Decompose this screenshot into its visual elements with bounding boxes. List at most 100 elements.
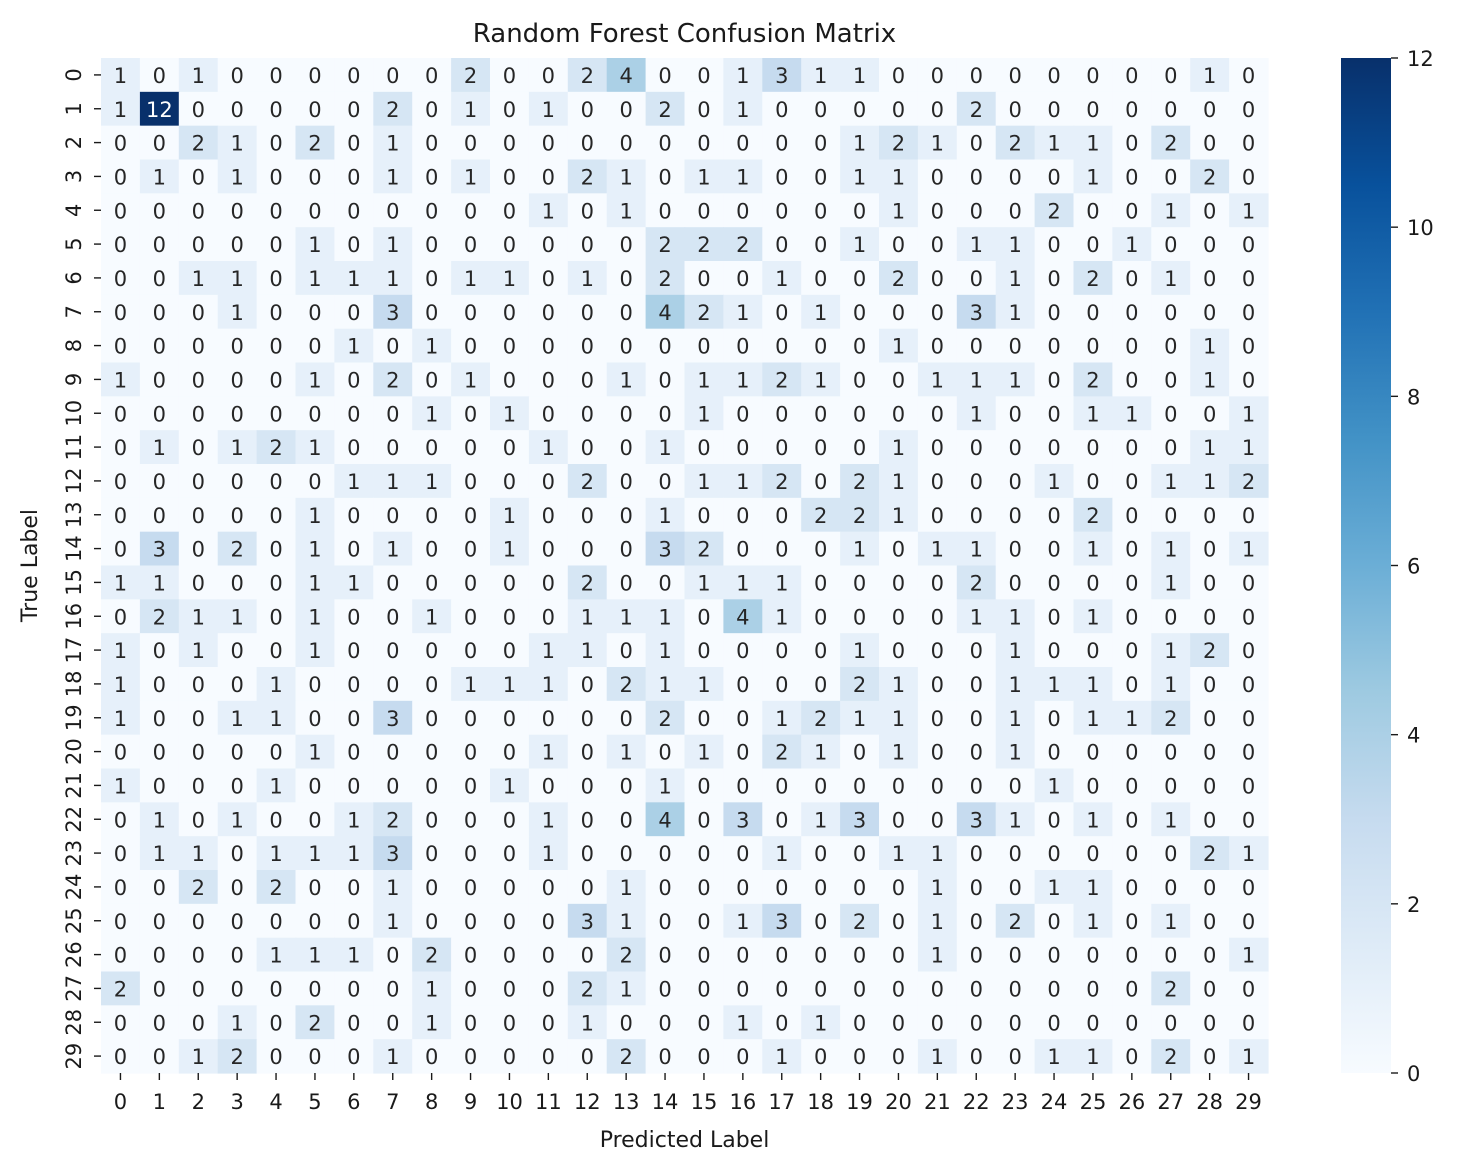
cell-value-label: 1 [1086, 808, 1099, 832]
cell-value-label: 1 [697, 165, 710, 189]
cell-value-label: 0 [853, 842, 866, 866]
cell-value-label: 0 [1125, 335, 1138, 359]
cell-value-label: 1 [736, 571, 749, 595]
heatmap-cell [178, 261, 219, 296]
heatmap-cell [840, 193, 880, 228]
cell-value-label: 1 [658, 774, 671, 798]
cell-value-label: 1 [269, 673, 282, 697]
heatmap-cell [217, 599, 258, 634]
cell-value-label: 1 [386, 267, 399, 291]
heatmap-cell [295, 362, 335, 397]
cell-value-label: 0 [658, 1045, 671, 1069]
cell-value-label: 0 [1203, 910, 1216, 934]
heatmap-cell [217, 125, 258, 161]
cell-value-label: 0 [1242, 233, 1255, 257]
cell-value-label: 0 [1242, 301, 1255, 325]
heatmap-cell [879, 227, 919, 262]
colorbar-tick-label: 2 [1407, 893, 1420, 917]
heatmap-cell [995, 159, 1036, 194]
heatmap-cell [1190, 430, 1230, 465]
heatmap-cell [373, 362, 413, 397]
cell-value-label: 0 [775, 301, 788, 325]
cell-value-label: 0 [581, 132, 594, 156]
heatmap-cell [801, 125, 841, 161]
cell-value-label: 0 [970, 707, 983, 731]
heatmap-cell [1151, 430, 1191, 465]
cell-value-label: 0 [853, 301, 866, 325]
heatmap-cell [334, 227, 374, 262]
cell-value-label: 0 [697, 876, 710, 900]
heatmap-cell [606, 125, 647, 161]
cell-value-label: 0 [1242, 876, 1255, 900]
cell-value-label: 0 [308, 1045, 321, 1069]
heatmap-cell [995, 396, 1036, 431]
x-tick-label: 11 [535, 1090, 562, 1114]
heatmap-cell [723, 396, 763, 431]
heatmap-cell [295, 58, 335, 93]
cell-value-label: 2 [192, 132, 205, 156]
cell-value-label: 0 [619, 842, 632, 866]
cell-value-label: 0 [542, 64, 555, 88]
heatmap-cell [528, 328, 569, 364]
heatmap-cell [917, 125, 958, 161]
heatmap-cell [295, 396, 335, 431]
cell-value-label: 0 [192, 1011, 205, 1035]
cell-value-label: 0 [230, 368, 243, 392]
colorbar-tick-label: 0 [1407, 1062, 1420, 1086]
cell-value-label: 0 [1047, 977, 1060, 1001]
heatmap-cell [334, 91, 374, 127]
heatmap-cell [1151, 328, 1191, 364]
cell-value-label: 2 [892, 267, 905, 291]
cell-value-label: 1 [970, 233, 983, 257]
heatmap-cell [139, 159, 180, 194]
cell-value-label: 0 [308, 64, 321, 88]
heatmap-cell [606, 328, 647, 364]
cell-value-label: 0 [581, 707, 594, 731]
cell-value-label: 1 [814, 368, 827, 392]
heatmap-cell [412, 159, 452, 194]
cell-value-label: 1 [814, 301, 827, 325]
cell-value-label: 0 [775, 673, 788, 697]
heatmap-cell [490, 193, 530, 228]
heatmap-cell [1151, 91, 1191, 127]
cell-value-label: 0 [269, 132, 282, 156]
cell-value-label: 0 [1047, 741, 1060, 765]
cell-value-label: 1 [736, 64, 749, 88]
heatmap-cell [101, 531, 141, 567]
cell-value-label: 0 [1047, 436, 1060, 460]
heatmap-cell [1073, 193, 1113, 228]
heatmap-cell [528, 159, 569, 194]
cell-value-label: 1 [425, 1011, 438, 1035]
y-tick-label: 18 [62, 671, 86, 698]
cell-value-label: 0 [1125, 639, 1138, 663]
cell-value-label: 0 [269, 808, 282, 832]
cell-value-label: 1 [386, 538, 399, 562]
cell-value-label: 0 [425, 199, 438, 223]
cell-value-label: 0 [1008, 1011, 1021, 1035]
heatmap-cell [956, 193, 997, 228]
cell-value-label: 1 [1047, 470, 1060, 494]
x-tick-label: 10 [496, 1090, 523, 1114]
heatmap-cell [762, 294, 802, 330]
cell-value-label: 1 [775, 267, 788, 291]
heatmap-cell [373, 294, 413, 330]
heatmap-cell [373, 464, 413, 499]
cell-value-label: 0 [1125, 571, 1138, 595]
cell-value-label: 0 [892, 301, 905, 325]
cell-value-label: 0 [581, 741, 594, 765]
heatmap-cell [334, 599, 374, 634]
heatmap-cell [1229, 328, 1269, 364]
cell-value-label: 0 [1242, 910, 1255, 934]
cell-value-label: 0 [269, 977, 282, 1001]
heatmap-cell [412, 261, 452, 296]
cell-value-label: 0 [1047, 538, 1060, 562]
cell-value-label: 1 [658, 673, 671, 697]
cell-value-label: 0 [464, 639, 477, 663]
heatmap-cell [178, 125, 219, 161]
heatmap-cell [334, 58, 374, 93]
heatmap-cell [995, 91, 1036, 127]
cell-value-label: 0 [619, 470, 632, 494]
heatmap-cell [956, 91, 997, 127]
heatmap-cell [801, 91, 841, 127]
heatmap-cell [1190, 328, 1230, 364]
